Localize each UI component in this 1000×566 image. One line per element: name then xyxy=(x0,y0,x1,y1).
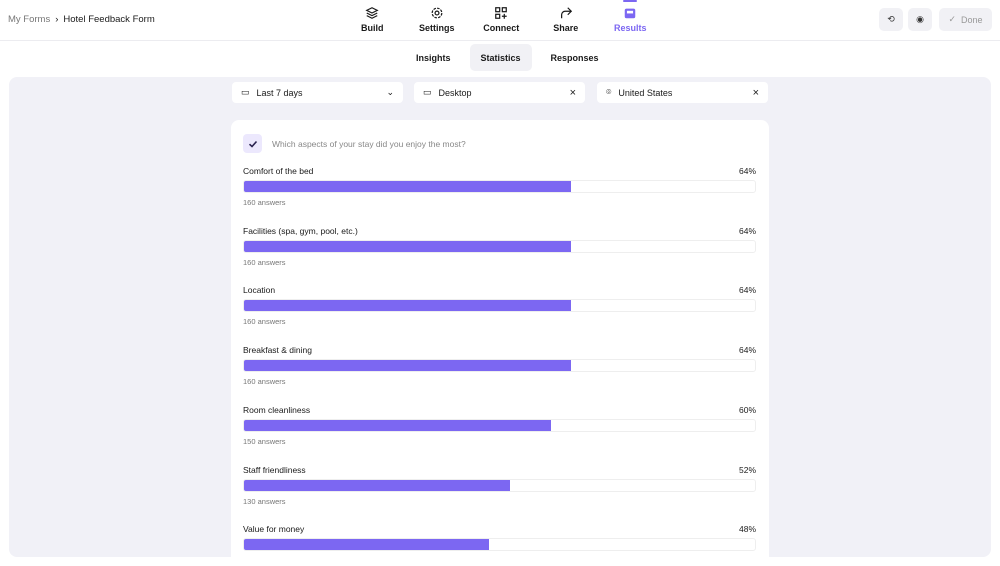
result-label-row: Value for money 48% xyxy=(243,524,756,534)
question-header: Which aspects of your stay did you enjoy… xyxy=(243,134,466,153)
date-filter-value: Last 7 days xyxy=(256,87,303,98)
result-row: Breakfast & dining 64% 160 answers xyxy=(243,345,756,386)
answer-count: 160 answers xyxy=(243,257,286,267)
answer-count: 160 answers xyxy=(243,198,286,207)
nav-label: Settings xyxy=(418,23,455,33)
answer-count: 160 answers xyxy=(243,377,286,387)
option-label: Value for money xyxy=(243,524,305,535)
result-row: Value for money 48% 120 answers xyxy=(243,524,756,557)
result-bar-fill xyxy=(244,360,572,372)
option-percent: 64% xyxy=(738,345,756,356)
question-card: Which aspects of your stay did you enjoy… xyxy=(231,120,769,557)
preview-button[interactable]: ◉ xyxy=(908,8,932,31)
option-percent: 64% xyxy=(738,166,756,176)
history-icon: ⟲ xyxy=(887,14,895,24)
date-filter[interactable]: ▭ Last 7 days ⌄ xyxy=(232,82,403,103)
country-filter-value: United States xyxy=(618,87,673,98)
option-percent: 64% xyxy=(738,225,756,236)
nav-label: Results xyxy=(613,23,647,33)
results-tabs: Insights Statistics Responses xyxy=(405,44,618,71)
answer-count: 130 answers xyxy=(243,496,286,506)
inbox-icon xyxy=(625,8,636,19)
nav-results[interactable]: Results xyxy=(598,0,663,40)
country-filter[interactable]: ⌾ United States × xyxy=(597,82,768,103)
option-label: Breakfast & dining xyxy=(243,345,312,356)
option-label: Staff friendliness xyxy=(243,464,306,475)
gear-icon xyxy=(431,7,443,19)
result-row: Comfort of the bed 64% 160 answers xyxy=(243,166,756,207)
layers-icon xyxy=(365,7,379,19)
result-bar-track xyxy=(243,239,756,253)
done-label: Done xyxy=(961,14,983,25)
option-label: Comfort of the bed xyxy=(243,166,314,176)
option-percent: 64% xyxy=(738,285,756,296)
result-label-row: Comfort of the bed 64% xyxy=(243,166,756,176)
done-button[interactable]: ✓ Done xyxy=(939,8,992,31)
check-icon: ✓ xyxy=(948,14,957,24)
answer-count: 120 answers xyxy=(243,556,756,557)
result-label-row: Room cleanliness 60% xyxy=(243,405,756,415)
result-label-row: Location 64% xyxy=(243,285,756,295)
result-bar-track xyxy=(243,359,756,373)
desktop-icon: ▭ xyxy=(423,87,432,97)
nav-build[interactable]: Build xyxy=(340,0,405,40)
option-percent: 52% xyxy=(738,464,756,475)
nav-settings[interactable]: Settings xyxy=(405,0,470,40)
tab-insights[interactable]: Insights xyxy=(416,52,451,63)
breadcrumb-current: Hotel Feedback Form xyxy=(63,14,155,25)
result-bar-track xyxy=(243,180,756,193)
answer-count: 160 answers xyxy=(243,317,286,327)
statistics-panel: ▭ Last 7 days ⌄ ▭ Desktop × ⌾ United Sta… xyxy=(9,77,991,557)
chevron-down-icon: ⌄ xyxy=(386,87,394,97)
clear-device-icon[interactable]: × xyxy=(569,86,576,99)
result-bar-fill xyxy=(244,479,510,491)
result-label-row: Breakfast & dining 64% xyxy=(243,345,756,355)
device-filter-value: Desktop xyxy=(438,87,472,98)
option-percent: 48% xyxy=(738,524,756,535)
nav-share[interactable]: Share xyxy=(534,0,599,40)
option-label: Location xyxy=(243,285,276,296)
breadcrumb: My Forms › Hotel Feedback Form xyxy=(8,14,155,25)
share-arrow-icon xyxy=(560,7,572,19)
main-nav: Build Settings Connect Share Results xyxy=(340,0,663,40)
result-bar-fill xyxy=(244,181,572,192)
calendar-icon: ▭ xyxy=(241,87,250,97)
device-filter[interactable]: ▭ Desktop × xyxy=(414,82,585,103)
option-label: Room cleanliness xyxy=(243,404,311,415)
result-bar-track xyxy=(243,299,756,313)
result-label-row: Facilities (spa, gym, pool, etc.) 64% xyxy=(243,226,756,236)
result-row: Room cleanliness 60% 150 answers xyxy=(243,405,756,446)
result-label-row: Staff friendliness 52% xyxy=(243,465,756,475)
result-bar-fill xyxy=(244,240,572,252)
result-bar-fill xyxy=(244,539,490,551)
result-row: Staff friendliness 52% 130 answers xyxy=(243,465,756,506)
result-bar-fill xyxy=(244,419,551,431)
result-bar-fill xyxy=(244,300,572,312)
checkbox-question-icon xyxy=(243,134,262,153)
nav-label: Connect xyxy=(483,23,520,33)
grid-plus-icon xyxy=(495,7,508,19)
breadcrumb-separator: › xyxy=(55,14,59,25)
location-pin-icon: ⌾ xyxy=(606,87,612,97)
top-bar: My Forms › Hotel Feedback Form Build Set… xyxy=(0,0,1000,41)
result-bar-track xyxy=(243,538,756,552)
nav-label: Build xyxy=(361,23,384,33)
result-bar-track xyxy=(243,478,756,492)
option-label: Facilities (spa, gym, pool, etc.) xyxy=(243,225,358,236)
result-bar-track xyxy=(243,418,756,432)
tab-statistics[interactable]: Statistics xyxy=(469,44,532,71)
result-row: Facilities (spa, gym, pool, etc.) 64% 160… xyxy=(243,226,756,267)
clear-country-icon[interactable]: × xyxy=(752,86,759,99)
result-row: Location 64% 160 answers xyxy=(243,285,756,326)
eye-icon: ◉ xyxy=(916,14,924,24)
question-text: Which aspects of your stay did you enjoy… xyxy=(272,138,466,149)
nav-label: Share xyxy=(553,23,579,33)
tab-responses[interactable]: Responses xyxy=(550,52,599,63)
breadcrumb-my-forms[interactable]: My Forms xyxy=(8,14,51,25)
history-button[interactable]: ⟲ xyxy=(879,8,903,31)
option-percent: 60% xyxy=(738,404,756,415)
nav-connect[interactable]: Connect xyxy=(469,0,534,40)
answer-count: 150 answers xyxy=(243,436,286,446)
